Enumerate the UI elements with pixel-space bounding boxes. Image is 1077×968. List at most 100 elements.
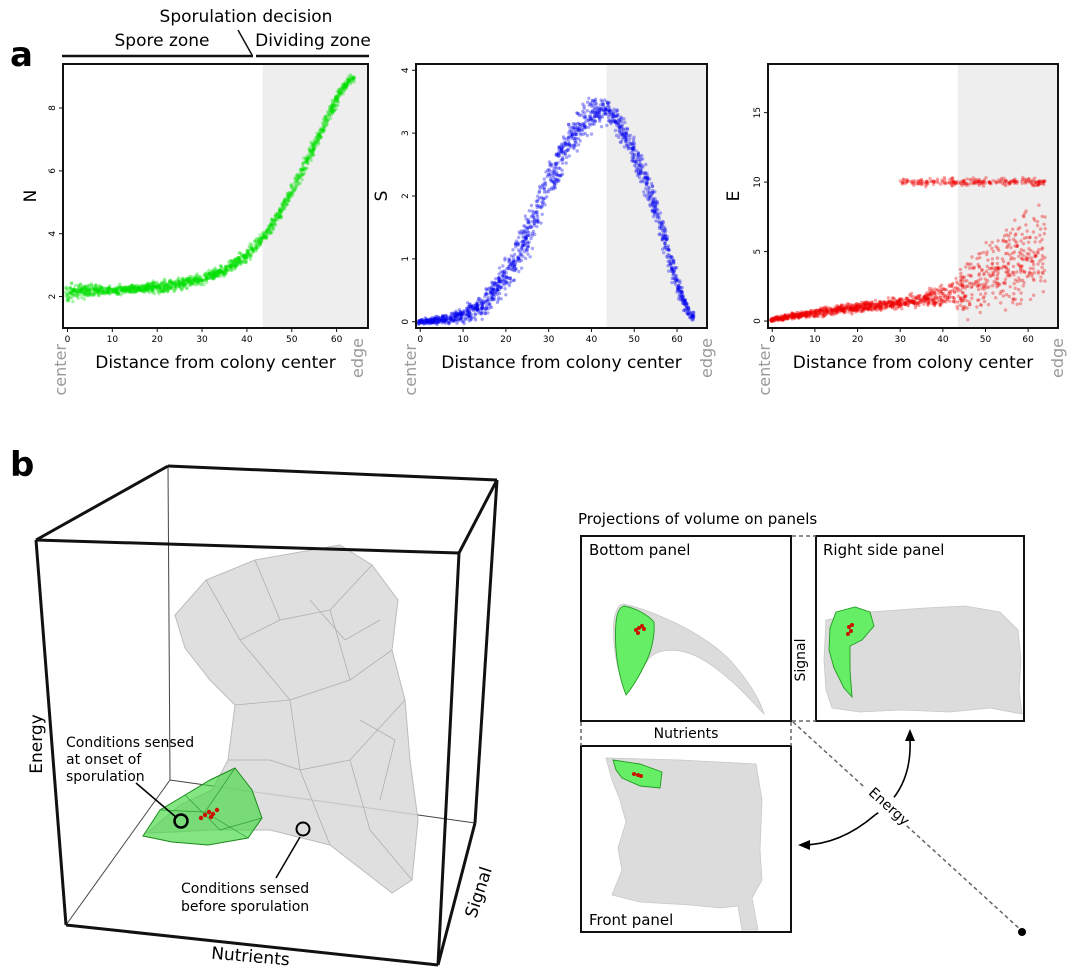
data-point bbox=[258, 242, 262, 246]
arrowhead-up bbox=[905, 729, 915, 741]
data-point bbox=[159, 282, 163, 287]
data-point bbox=[91, 287, 95, 291]
data-point bbox=[76, 288, 81, 292]
data-point bbox=[330, 98, 334, 103]
data-point bbox=[980, 282, 985, 287]
data-point bbox=[603, 111, 607, 116]
data-point bbox=[236, 261, 240, 265]
data-point bbox=[675, 279, 679, 283]
data-point bbox=[652, 204, 656, 208]
data-point bbox=[457, 312, 461, 317]
data-point bbox=[208, 272, 213, 276]
data-point bbox=[68, 290, 73, 295]
data-point bbox=[552, 185, 557, 189]
data-point bbox=[613, 128, 618, 133]
x-axis-label: Distance from colony center bbox=[793, 353, 1034, 373]
data-point bbox=[914, 301, 918, 305]
data-point bbox=[71, 292, 75, 296]
data-point bbox=[161, 289, 166, 294]
data-point bbox=[161, 289, 165, 294]
data-point bbox=[310, 152, 315, 156]
data-point bbox=[1002, 176, 1006, 180]
data-point bbox=[224, 272, 228, 276]
data-point bbox=[196, 277, 200, 281]
data-point bbox=[192, 277, 197, 281]
data-point bbox=[1011, 227, 1015, 231]
data-point bbox=[449, 315, 453, 319]
data-point bbox=[663, 227, 668, 231]
data-point bbox=[79, 288, 84, 292]
data-point bbox=[528, 255, 532, 259]
data-point bbox=[625, 135, 629, 139]
data-point bbox=[614, 114, 618, 118]
data-point bbox=[120, 286, 125, 291]
data-point bbox=[115, 286, 120, 291]
data-point bbox=[433, 317, 437, 321]
data-point bbox=[87, 286, 92, 291]
data-point bbox=[250, 250, 255, 255]
x-tick-label: 30 bbox=[543, 335, 555, 345]
data-point bbox=[147, 290, 152, 295]
data-point bbox=[224, 265, 228, 269]
data-point bbox=[436, 320, 441, 324]
data-point bbox=[329, 110, 333, 114]
data-point bbox=[323, 114, 327, 119]
data-point bbox=[561, 157, 565, 162]
data-point bbox=[650, 209, 655, 214]
data-point bbox=[143, 288, 147, 292]
data-point bbox=[422, 321, 426, 326]
data-point bbox=[468, 314, 472, 318]
data-point bbox=[529, 225, 533, 229]
data-point bbox=[628, 142, 632, 146]
data-point bbox=[162, 286, 166, 290]
annotation-onset-line-3: sporulation bbox=[66, 769, 145, 785]
data-point bbox=[553, 178, 557, 182]
data-point bbox=[291, 188, 296, 192]
data-point bbox=[939, 300, 943, 304]
data-point bbox=[458, 313, 462, 317]
data-point bbox=[1008, 285, 1012, 289]
data-point bbox=[671, 258, 675, 263]
scatter-points bbox=[416, 96, 696, 327]
data-point bbox=[181, 283, 185, 287]
data-point bbox=[321, 125, 326, 130]
data-point bbox=[76, 283, 81, 287]
data-point bbox=[516, 256, 521, 260]
data-point bbox=[530, 219, 535, 224]
data-point bbox=[494, 290, 498, 294]
data-point bbox=[630, 155, 634, 159]
data-point bbox=[522, 228, 526, 232]
data-point bbox=[282, 203, 286, 207]
data-point bbox=[980, 286, 984, 291]
data-point bbox=[169, 280, 173, 285]
data-point bbox=[1043, 215, 1047, 219]
data-point bbox=[808, 312, 812, 317]
data-point bbox=[304, 159, 309, 163]
data-point bbox=[525, 227, 530, 231]
data-point bbox=[351, 77, 356, 82]
data-point bbox=[290, 190, 294, 195]
data-point bbox=[970, 255, 974, 259]
data-point bbox=[242, 253, 246, 258]
data-point bbox=[613, 119, 617, 123]
center-end-label: center bbox=[755, 344, 774, 396]
data-point bbox=[631, 156, 635, 160]
data-point bbox=[170, 281, 174, 285]
data-point bbox=[691, 313, 695, 318]
data-point bbox=[97, 283, 102, 288]
data-point bbox=[298, 168, 303, 172]
data-point bbox=[319, 130, 323, 135]
data-point bbox=[963, 294, 967, 298]
data-point bbox=[670, 280, 674, 285]
data-point bbox=[217, 269, 221, 273]
data-point bbox=[301, 165, 305, 169]
data-point bbox=[495, 285, 499, 289]
data-point bbox=[687, 310, 691, 314]
data-point bbox=[332, 103, 336, 108]
data-point bbox=[97, 290, 101, 294]
data-point bbox=[236, 256, 241, 261]
data-point bbox=[670, 255, 674, 259]
data-point bbox=[659, 222, 663, 226]
data-point bbox=[320, 128, 325, 132]
data-point bbox=[159, 289, 163, 293]
